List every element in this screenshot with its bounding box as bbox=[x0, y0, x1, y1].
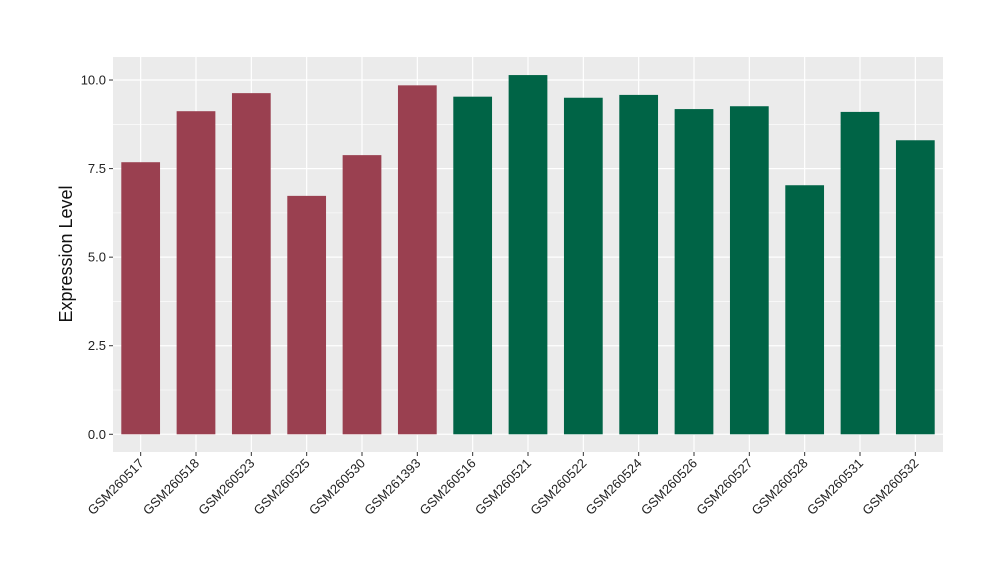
bar-GSM260532 bbox=[895, 140, 935, 435]
bar-GSM260530 bbox=[342, 155, 382, 435]
bar-GSM260531 bbox=[840, 111, 880, 435]
bar-GSM260522 bbox=[563, 97, 603, 435]
bar-GSM260524 bbox=[619, 94, 659, 435]
x-tick-label: GSM260516 bbox=[417, 456, 479, 518]
bar-GSM260528 bbox=[785, 185, 825, 435]
bar-GSM260526 bbox=[674, 109, 714, 435]
x-axis: GSM260517GSM260518GSM260523GSM260525GSM2… bbox=[85, 452, 921, 518]
bar-GSM260516 bbox=[453, 96, 493, 435]
y-axis: 0.0 2.5 5.0 7.5 10.0 bbox=[81, 73, 113, 442]
x-tick-label: GSM260517 bbox=[85, 456, 147, 518]
y-tick-label: 7.5 bbox=[88, 161, 106, 176]
x-tick-label: GSM260521 bbox=[472, 456, 534, 518]
x-tick-label: GSM260518 bbox=[140, 456, 202, 518]
x-tick-label: GSM260525 bbox=[251, 456, 313, 518]
x-tick-label: GSM260523 bbox=[195, 456, 257, 518]
y-axis-title: Expression Level bbox=[56, 185, 76, 322]
y-tick-label: 0.0 bbox=[88, 427, 106, 442]
x-tick-label: GSM260532 bbox=[859, 456, 921, 518]
y-tick-label: 2.5 bbox=[88, 338, 106, 353]
y-tick-label: 10.0 bbox=[81, 73, 106, 88]
x-tick-label: GSM261393 bbox=[361, 456, 423, 518]
bar-GSM260523 bbox=[231, 93, 271, 435]
x-tick-label: GSM260531 bbox=[804, 456, 866, 518]
bar-GSM260518 bbox=[176, 111, 216, 435]
x-tick-label: GSM260522 bbox=[527, 456, 589, 518]
x-tick-label: GSM260530 bbox=[306, 456, 368, 518]
x-tick-label: GSM260526 bbox=[638, 456, 700, 518]
bar-GSM260527 bbox=[729, 106, 769, 435]
bar-GSM260521 bbox=[508, 75, 548, 435]
x-tick-label: GSM260528 bbox=[749, 456, 811, 518]
bar-GSM260525 bbox=[287, 195, 327, 435]
bar-GSM260517 bbox=[121, 162, 161, 435]
bar-GSM261393 bbox=[397, 85, 437, 435]
x-tick-label: GSM260524 bbox=[583, 456, 645, 518]
y-tick-label: 5.0 bbox=[88, 250, 106, 265]
bars bbox=[121, 75, 935, 435]
x-tick-label: GSM260527 bbox=[693, 456, 755, 518]
